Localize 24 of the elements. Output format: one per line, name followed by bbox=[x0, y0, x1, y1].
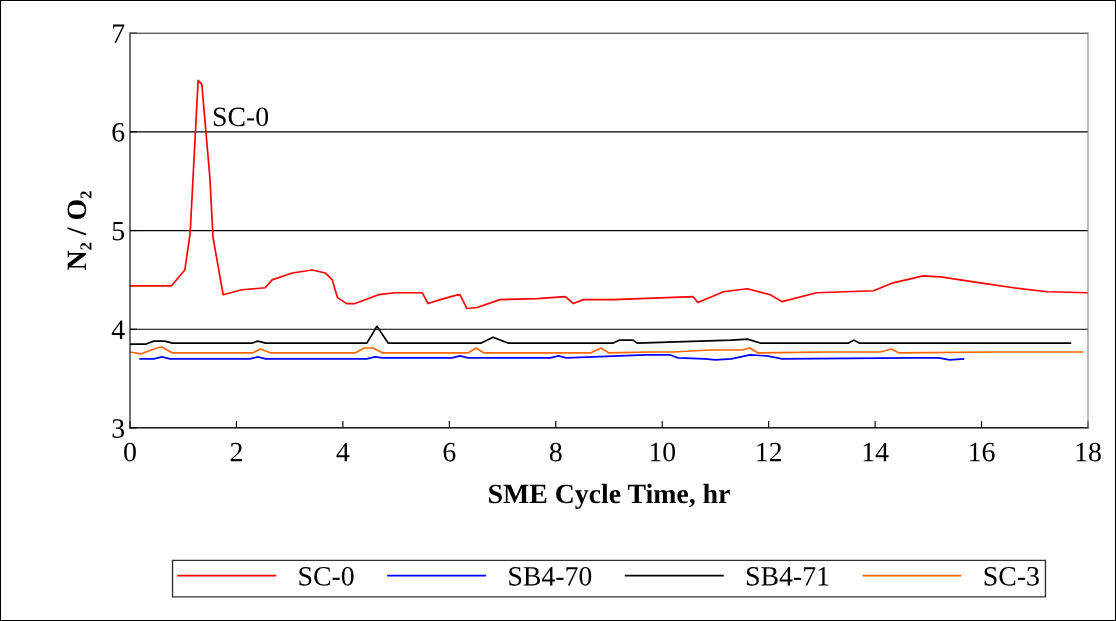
x-tick-label: 18 bbox=[1076, 442, 1101, 462]
y-tick-label: 5 bbox=[112, 221, 125, 241]
x-tick-label: 8 bbox=[549, 442, 562, 462]
annotation: SC-0 bbox=[213, 107, 269, 127]
y-tick-label: 3 bbox=[112, 419, 125, 438]
y-tick-label: 7 bbox=[113, 24, 125, 43]
x-tick-label: 14 bbox=[863, 442, 889, 462]
x-tick-label: 4 bbox=[336, 442, 350, 462]
y-tick-label: 4 bbox=[111, 320, 125, 339]
x-axis-title: SME Cycle Time, hr bbox=[489, 483, 730, 510]
legend-label: SB4-70 bbox=[509, 566, 592, 586]
y-tick-label: 6 bbox=[112, 122, 125, 142]
legend-label: SC-3 bbox=[984, 566, 1039, 586]
y-axis-title: N₂ / O₂ bbox=[67, 191, 92, 270]
x-tick-label: 12 bbox=[757, 442, 782, 462]
legend-label: SC-0 bbox=[299, 566, 354, 586]
x-tick-label: 2 bbox=[230, 442, 242, 462]
line-series bbox=[130, 79, 1088, 310]
x-tick-label: 10 bbox=[650, 442, 676, 462]
x-tick-label: 0 bbox=[124, 442, 136, 462]
x-tick-label: 16 bbox=[970, 442, 995, 462]
legend-label: SB4-71 bbox=[746, 566, 829, 586]
line-series bbox=[130, 346, 1084, 355]
x-tick-label: 6 bbox=[443, 442, 456, 462]
